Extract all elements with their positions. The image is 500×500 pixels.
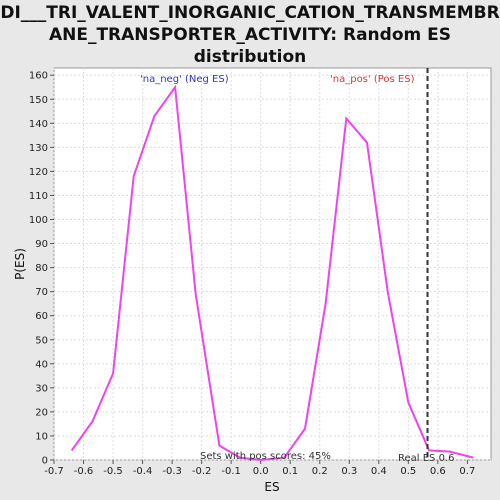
chart-title-line-3: distribution <box>193 47 307 67</box>
y-tick-label: 160 <box>29 71 48 82</box>
y-tick-label: 90 <box>35 239 48 250</box>
y-tick-label: 70 <box>35 287 48 298</box>
y-tick-label: 120 <box>29 167 48 178</box>
y-axis-title: P(ES) <box>13 248 27 280</box>
x-tick-label: -0.3 <box>162 466 182 477</box>
x-tick-label: 0.3 <box>341 466 357 477</box>
x-tick-label: -0.5 <box>103 466 123 477</box>
y-axis-ticks: 0 10 20 30 40 50 60 70 80 90 100 110 120 130 140 150 160 <box>29 71 54 467</box>
x-tick-label: 0.4 <box>371 466 387 477</box>
x-tick-label: 0.5 <box>400 466 416 477</box>
pos-es-label: 'na_pos' (Pos ES) <box>330 74 415 85</box>
y-tick-label: 50 <box>35 335 48 346</box>
x-tick-label: 0.0 <box>253 466 269 477</box>
x-tick-label: 0.1 <box>282 466 298 477</box>
x-tick-label: -0.4 <box>133 466 153 477</box>
neg-es-label: 'na_neg' (Neg ES) <box>140 74 229 85</box>
y-tick-label: 140 <box>29 119 48 130</box>
y-tick-label: 40 <box>35 359 48 370</box>
x-tick-label: -0.2 <box>192 466 212 477</box>
y-tick-label: 30 <box>35 383 48 394</box>
x-tick-label: 0.2 <box>312 466 328 477</box>
y-tick-label: 60 <box>35 311 48 322</box>
x-axis-ticks: -0.7 -0.6 -0.5 -0.4 -0.3 -0.2 -0.1 0.0 0.1 0.2 0.3… <box>44 460 475 477</box>
series-layer <box>70 84 474 462</box>
x-tick-label: -0.1 <box>221 466 241 477</box>
es-distribution-line <box>70 84 474 462</box>
y-tick-label: 10 <box>35 431 48 442</box>
x-tick-label: 0.6 <box>430 466 446 477</box>
x-tick-label: -0.7 <box>44 466 64 477</box>
chart-title: DI___TRI_VALENT_INORGANIC_CATION_TRANSME… <box>0 2 500 68</box>
x-tick-label: -0.6 <box>74 466 94 477</box>
chart-title-line-1: DI___TRI_VALENT_INORGANIC_CATION_TRANSME… <box>0 3 500 23</box>
y-tick-label: 130 <box>29 143 48 154</box>
pos-scores-label: Sets with pos scores: 45% <box>200 451 331 462</box>
x-axis-title: ES <box>264 480 279 494</box>
real-es-label: Real ES 0.6 <box>398 453 454 464</box>
y-tick-label: 100 <box>29 215 48 226</box>
y-tick-label: 150 <box>29 95 48 106</box>
x-tick-label: 0.7 <box>459 466 475 477</box>
chart-title-line-2: ANE_TRANSPORTER_ACTIVITY: Random ES <box>48 25 452 45</box>
y-tick-label: 80 <box>35 263 48 274</box>
plot-area <box>53 67 492 461</box>
y-tick-label: 20 <box>35 407 48 418</box>
y-tick-label: 0 <box>42 456 48 467</box>
y-tick-label: 110 <box>29 191 48 202</box>
grid-lines <box>53 68 491 461</box>
